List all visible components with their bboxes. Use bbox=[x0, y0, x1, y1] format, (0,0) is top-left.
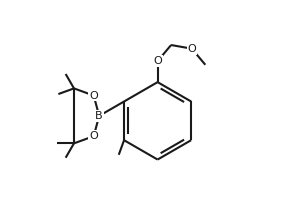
Text: O: O bbox=[153, 56, 162, 66]
Text: O: O bbox=[188, 44, 196, 54]
Text: O: O bbox=[89, 131, 98, 141]
Text: B: B bbox=[95, 111, 103, 121]
Text: O: O bbox=[89, 90, 98, 101]
